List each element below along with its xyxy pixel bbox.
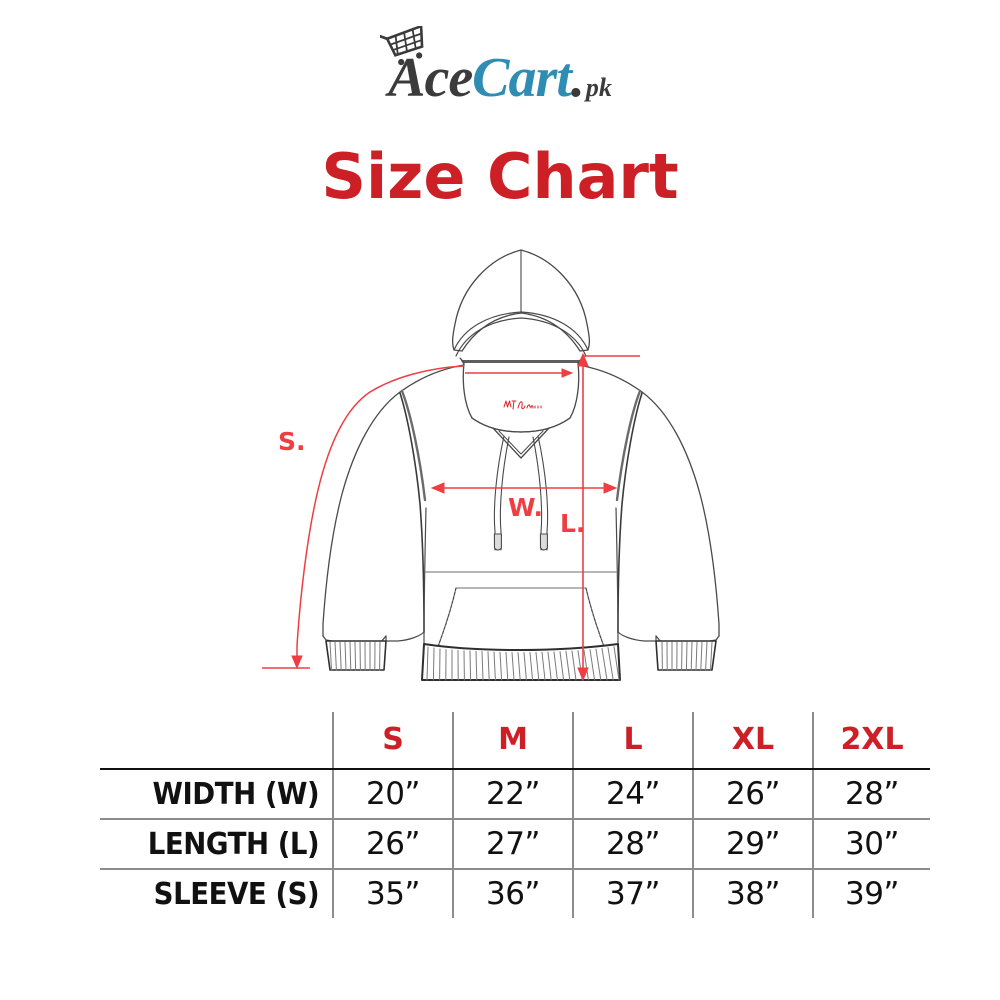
- table-header-m: M: [452, 712, 573, 770]
- cell-width-m: 22”: [452, 769, 573, 820]
- cell-length-s: 26”: [332, 819, 453, 870]
- kangaroo-pocket: [425, 571, 617, 653]
- cell-length-2xl: 30”: [812, 819, 930, 870]
- table-corner-cell: [100, 712, 333, 770]
- cell-length-xl: 29”: [692, 819, 813, 870]
- cell-width-2xl: 28”: [812, 769, 930, 820]
- table-row-sleeve: SLEEVE (S) 35” 36” 37” 38” 39”: [100, 869, 930, 918]
- table-header-xl: XL: [692, 712, 813, 770]
- cell-width-xl: 26”: [692, 769, 813, 820]
- width-measure-label: W.: [508, 493, 543, 522]
- cell-sleeve-s: 35”: [332, 869, 453, 918]
- row-label-width: WIDTH (W): [118, 769, 333, 820]
- brand-name-secondary: Cart: [472, 47, 572, 109]
- cell-sleeve-2xl: 39”: [812, 869, 930, 918]
- hood-shape: [451, 249, 591, 357]
- cell-sleeve-xl: 38”: [692, 869, 813, 918]
- brand-dot: .: [570, 47, 585, 109]
- table-header-2xl: 2XL: [812, 712, 930, 770]
- page-title: Size Chart: [321, 140, 679, 213]
- row-label-length: LENGTH (L): [118, 819, 333, 870]
- length-measure-line: [577, 352, 640, 682]
- size-chart-table: S M L XL 2XL WIDTH (W) 20” 22” 24” 26” 2…: [100, 712, 930, 918]
- cell-length-m: 27”: [452, 819, 573, 870]
- shopping-cart-icon: [380, 26, 424, 66]
- sleeve-measure-line: [262, 365, 465, 670]
- measurement-annotations: [262, 352, 640, 682]
- sleeves: [385, 631, 657, 642]
- neck-arrow: [465, 368, 574, 378]
- cell-length-l: 28”: [572, 819, 693, 870]
- table-row-width: WIDTH (W) 20” 22” 24” 26” 28”: [100, 769, 930, 820]
- right-cuff: [655, 640, 717, 671]
- cell-sleeve-m: 36”: [452, 869, 573, 918]
- left-cuff: [325, 640, 387, 671]
- hoodie-body: [322, 364, 720, 645]
- table-header-l: L: [572, 712, 693, 770]
- collar-brand-mark: [503, 400, 542, 410]
- width-measure-line: [430, 482, 618, 494]
- collar: [462, 362, 580, 459]
- brand-logo: Ace Cart . pk: [0, 26, 1000, 114]
- sleeve-measure-label: S.: [278, 427, 306, 456]
- table-row-length: LENGTH (L) 26” 27” 28” 29” 30”: [100, 819, 930, 870]
- bottom-hem: [421, 643, 621, 681]
- cell-width-s: 20”: [332, 769, 453, 820]
- brand-tld: pk: [585, 73, 612, 102]
- length-measure-label: L.: [560, 509, 585, 538]
- cell-sleeve-l: 37”: [572, 869, 693, 918]
- table-header-s: S: [332, 712, 453, 770]
- table-header-row: S M L XL 2XL: [100, 712, 930, 770]
- cell-width-l: 24”: [572, 769, 693, 820]
- row-label-sleeve: SLEEVE (S): [153, 876, 320, 912]
- hoodie-diagram: S. W. L.: [250, 232, 750, 702]
